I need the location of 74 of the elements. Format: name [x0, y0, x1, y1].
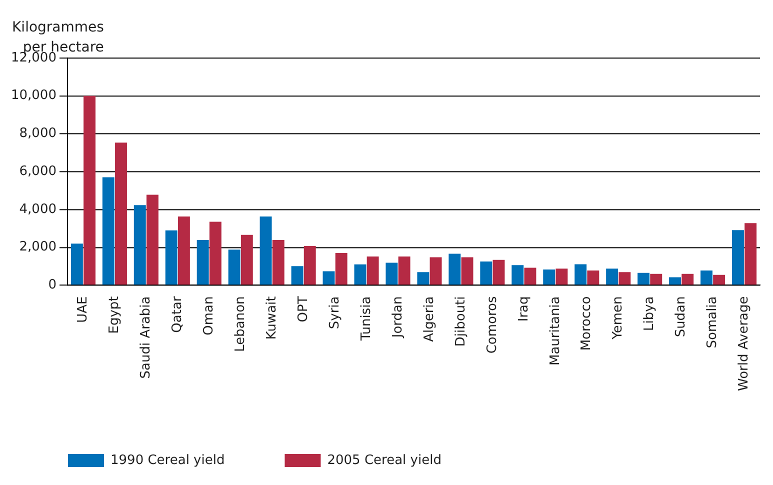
bar [178, 216, 190, 285]
bar [366, 256, 379, 285]
y-tick-label: 2,000 [19, 240, 56, 255]
x-tick-label: Somalia [705, 296, 720, 348]
x-tick-label: Oman [202, 296, 217, 336]
x-tick-label: Qatar [170, 296, 186, 333]
bar [618, 272, 631, 285]
x-tick-label: Saudi Arabia [138, 296, 154, 379]
bar [682, 274, 694, 285]
x-tick-label: Lebanon [232, 296, 248, 352]
x-tick-label: Algeria [422, 296, 437, 342]
bar [228, 250, 240, 285]
bar [492, 260, 505, 285]
y-tick-label: 6,000 [19, 164, 56, 179]
bar [196, 240, 209, 285]
bar [543, 270, 556, 285]
bar [134, 205, 146, 285]
bar [115, 142, 127, 285]
bar [524, 268, 536, 285]
bar [84, 96, 96, 285]
bar [354, 264, 366, 285]
bar [638, 272, 650, 285]
bar [461, 257, 474, 285]
bar [335, 253, 348, 285]
bar [606, 268, 618, 285]
x-tick-label: Kuwait [264, 296, 280, 340]
bar [291, 266, 304, 285]
bar [556, 268, 568, 285]
x-tick-label: Syria [327, 296, 342, 330]
y-tick-label: 8,000 [19, 126, 56, 142]
bar [713, 274, 726, 285]
bar [398, 256, 410, 285]
bar [322, 271, 335, 285]
bar [386, 262, 398, 285]
y-tick-label: 10,000 [10, 88, 56, 104]
bar [417, 272, 430, 285]
x-tick-label: Iraq [516, 296, 532, 322]
bar [744, 223, 757, 285]
x-tick-label: UAE [76, 296, 91, 323]
legend-label: 2005 Cereal yield [327, 452, 442, 468]
bar [448, 254, 461, 285]
x-tick-label: Egypt [107, 296, 122, 334]
bar [574, 264, 587, 285]
x-tick-label: Morocco [579, 296, 594, 351]
bar [669, 277, 681, 285]
x-tick-label: Mauritania [548, 296, 563, 366]
bar [102, 177, 114, 285]
bar [304, 246, 316, 285]
bar [146, 194, 158, 285]
bar [260, 216, 272, 285]
bar [430, 257, 442, 285]
x-tick-label: Jordan [390, 296, 406, 339]
x-tick-label: Sudan [674, 296, 689, 338]
x-tick-label: Comoros [484, 296, 500, 354]
y-tick-label: 0 [48, 278, 56, 293]
x-tick-label: Tunisia [358, 296, 374, 342]
x-tick-label: World Average [736, 296, 752, 392]
bar [165, 230, 178, 285]
legend-label: 1990 Cereal yield [110, 452, 225, 468]
bar [587, 270, 600, 285]
bar [732, 230, 744, 285]
bar [480, 262, 492, 285]
bar [209, 222, 222, 285]
x-tick-label: Yemen [610, 296, 626, 340]
bar [272, 240, 284, 285]
bar [512, 265, 524, 285]
x-tick-label: OPT [296, 296, 311, 322]
bar [650, 274, 662, 285]
bar [700, 270, 712, 285]
bar [240, 234, 253, 285]
x-tick-label: Libya [642, 296, 658, 332]
x-tick-label: Djibouti [453, 296, 468, 347]
y-tick-label: 4,000 [19, 202, 56, 217]
bar [70, 244, 83, 285]
